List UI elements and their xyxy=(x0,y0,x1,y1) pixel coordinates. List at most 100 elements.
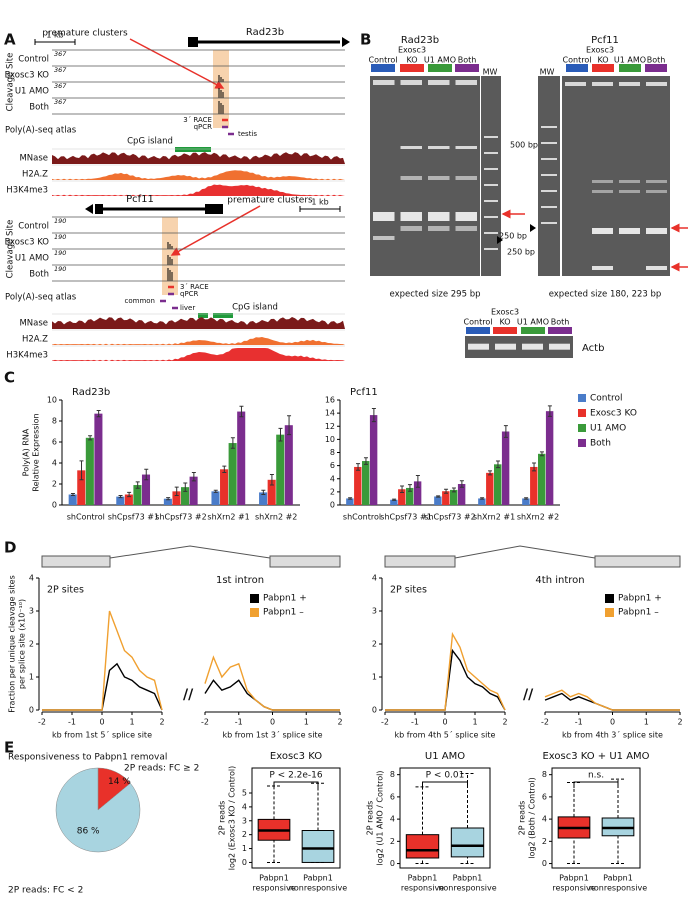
label: Poly(A)-seq atlas xyxy=(5,126,77,136)
bar xyxy=(163,498,172,505)
bracket xyxy=(273,781,319,788)
label: 1 kb xyxy=(46,31,63,40)
gel-band xyxy=(495,343,516,350)
label: 4 xyxy=(330,474,335,483)
label: 2P reads: FC ≥ 2 xyxy=(124,764,199,774)
error-bar xyxy=(348,497,353,500)
legend-swatch xyxy=(578,439,586,447)
bar xyxy=(346,498,354,505)
label: Both xyxy=(458,56,477,65)
label: 3 xyxy=(372,607,377,616)
label: premature clusters xyxy=(42,29,128,39)
gel-band xyxy=(541,222,557,224)
exon-box xyxy=(269,555,341,568)
label: common xyxy=(125,297,156,305)
label: U1 AMO xyxy=(15,254,49,264)
plot-frame xyxy=(399,767,491,869)
label: shXrn2 #1 xyxy=(473,513,515,522)
error-bar xyxy=(166,497,171,501)
label: 0 xyxy=(610,718,615,727)
series-line xyxy=(544,689,680,711)
legend-swatch xyxy=(578,409,586,417)
gel-band xyxy=(428,212,450,221)
label: 6 xyxy=(542,792,547,801)
series-line xyxy=(544,692,680,711)
error-bar xyxy=(118,495,123,499)
label: Poly(A)-seq atlas xyxy=(5,293,77,303)
y-axis-label: 2P reads xyxy=(366,801,375,836)
y-axis-label: log2 (U1 AMO / Control) xyxy=(376,771,385,866)
label: 367 xyxy=(54,50,67,58)
lane-color xyxy=(592,64,614,72)
label: Rad23b xyxy=(246,27,284,38)
bar xyxy=(538,453,546,505)
error-bar xyxy=(230,437,235,449)
bar xyxy=(85,437,94,505)
label: MNase xyxy=(19,319,48,329)
label: 250 bp xyxy=(507,248,535,257)
legend-swatch xyxy=(605,594,614,603)
label: 4th intron xyxy=(535,575,584,586)
label: 3´ RACE xyxy=(180,283,209,291)
error-bar xyxy=(392,498,397,501)
highlight xyxy=(162,217,178,295)
label: kb from 4th 3´ splice site xyxy=(562,730,663,740)
label: Rad23b xyxy=(72,387,110,398)
gel-band xyxy=(646,228,667,234)
gel-band xyxy=(455,80,477,85)
label: 4 xyxy=(542,815,547,824)
label: 12 xyxy=(325,422,335,431)
label: Exosc3 xyxy=(586,46,614,55)
label: 367 xyxy=(54,66,67,74)
label: 190 xyxy=(54,217,66,225)
label: U1 AMO xyxy=(424,56,456,65)
label: 250 bp xyxy=(499,232,527,241)
label: -2 xyxy=(201,718,209,727)
bar xyxy=(220,469,229,505)
label: Pabpn1 xyxy=(603,874,633,883)
exon-box xyxy=(384,555,456,568)
bar xyxy=(501,431,510,505)
label: H2A.Z xyxy=(22,170,48,180)
label: Exosc3 KO xyxy=(270,751,322,762)
gel-band xyxy=(541,206,557,208)
series-line xyxy=(204,679,340,711)
label: 0 xyxy=(29,706,34,715)
gel-band xyxy=(646,180,667,183)
label: kb from 4th 5´ splice site xyxy=(395,730,496,740)
bracket xyxy=(573,781,619,788)
gel-band xyxy=(592,190,613,193)
label: 2 xyxy=(502,718,507,727)
label: Pabpn1 + xyxy=(263,594,307,604)
error-bar xyxy=(269,474,274,486)
label: shCpsf73 #1 xyxy=(108,513,159,522)
gel-band xyxy=(428,146,450,149)
label: Pabpn1 – xyxy=(263,608,304,618)
label: 8 xyxy=(390,770,395,779)
error-bar xyxy=(532,462,537,472)
label: 1 xyxy=(242,844,247,853)
label: 0 xyxy=(330,501,335,510)
label: 14 % xyxy=(108,777,131,787)
error-bar xyxy=(436,495,441,498)
error-bar xyxy=(261,489,266,495)
gel-band xyxy=(484,152,498,154)
pie-slice xyxy=(55,767,141,853)
label: Control xyxy=(369,56,398,65)
gel-band xyxy=(484,184,498,186)
label: 2 xyxy=(242,830,247,839)
label: 4 xyxy=(52,459,57,468)
label: Responsiveness to Pabpn1 removal xyxy=(8,753,167,763)
label: Both xyxy=(29,103,49,113)
bar xyxy=(369,415,378,505)
label: 3 xyxy=(242,816,247,825)
label: 2P reads: FC < 2 xyxy=(8,886,83,896)
label: -2 xyxy=(541,718,549,727)
gel-band xyxy=(373,212,395,221)
gel-band xyxy=(455,212,477,221)
box xyxy=(301,830,335,863)
error-bar xyxy=(415,474,420,488)
gel-band xyxy=(468,343,489,350)
label: qPCR xyxy=(180,290,199,298)
label: Both xyxy=(29,270,49,280)
